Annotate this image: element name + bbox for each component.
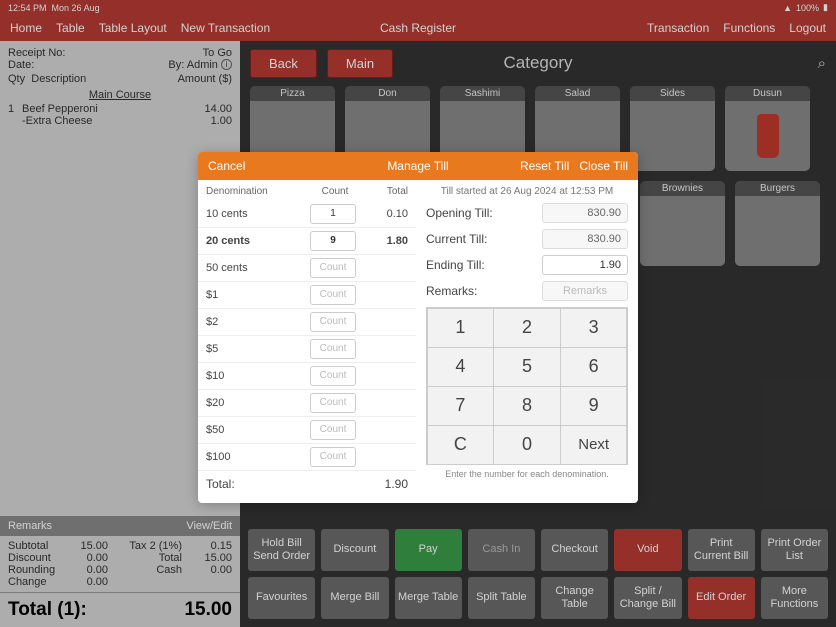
denom-count-input[interactable]: 9 [310,231,356,251]
denom-row[interactable]: $50Count [198,417,416,444]
opening-till-label: Opening Till: [426,206,542,220]
denom-total-label: Total: [206,477,385,491]
denom-count-input[interactable]: Count [310,420,356,440]
denom-count-input[interactable]: Count [310,447,356,467]
denom-count-input[interactable]: Count [310,339,356,359]
denom-row[interactable]: $100Count [198,444,416,471]
keypad-8[interactable]: 8 [493,386,561,426]
denom-count-input[interactable]: Count [310,393,356,413]
count-header: Count [310,186,360,197]
ending-till-label: Ending Till: [426,258,542,272]
ending-till-input[interactable]: 1.90 [542,255,628,275]
denom-count-input[interactable]: Count [310,366,356,386]
current-till-value: 830.90 [542,229,628,249]
till-remarks-input[interactable]: Remarks [542,281,628,301]
keypad-note: Enter the number for each denomination. [426,469,628,479]
total-header: Total [360,186,408,197]
keypad-5[interactable]: 5 [493,347,561,387]
denom-row[interactable]: $1Count [198,282,416,309]
keypad-2[interactable]: 2 [493,308,561,348]
denom-row[interactable]: 10 cents10.10 [198,201,416,228]
denom-row[interactable]: $20Count [198,390,416,417]
modal-title: Manage Till [387,159,448,173]
denom-row[interactable]: $10Count [198,363,416,390]
denom-count-input[interactable]: 1 [310,204,356,224]
modal-cancel-button[interactable]: Cancel [208,159,245,173]
close-till-button[interactable]: Close Till [579,159,628,173]
denom-count-input[interactable]: Count [310,258,356,278]
current-till-label: Current Till: [426,232,542,246]
denom-header: Denomination [206,186,310,197]
keypad-1[interactable]: 1 [427,308,495,348]
keypad-0[interactable]: 0 [493,425,561,465]
till-started-text: Till started at 26 Aug 2024 at 12:53 PM [426,186,628,197]
denom-row[interactable]: $2Count [198,309,416,336]
denom-row[interactable]: $5Count [198,336,416,363]
denom-count-input[interactable]: Count [310,312,356,332]
denom-total-value: 1.90 [385,477,408,491]
till-remarks-label: Remarks: [426,284,542,298]
denom-row[interactable]: 50 centsCount [198,255,416,282]
keypad-9[interactable]: 9 [560,386,628,426]
keypad-4[interactable]: 4 [427,347,495,387]
keypad-next[interactable]: Next [560,425,628,465]
denom-row[interactable]: 20 cents91.80 [198,228,416,255]
reset-till-button[interactable]: Reset Till [520,159,569,173]
keypad-c[interactable]: C [427,425,495,465]
opening-till-value: 830.90 [542,203,628,223]
denom-count-input[interactable]: Count [310,285,356,305]
keypad-6[interactable]: 6 [560,347,628,387]
keypad-7[interactable]: 7 [427,386,495,426]
keypad-3[interactable]: 3 [560,308,628,348]
manage-till-modal: Cancel Manage Till Reset Till Close Till… [198,152,638,503]
